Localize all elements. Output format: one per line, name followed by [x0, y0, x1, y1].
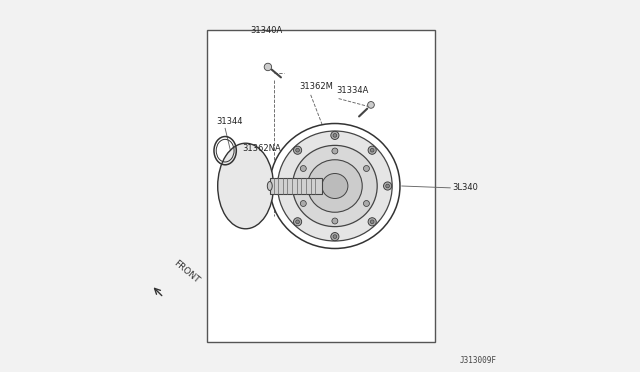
Circle shape: [333, 134, 337, 137]
Text: 3L340: 3L340: [452, 183, 478, 192]
Circle shape: [331, 131, 339, 140]
Text: J313009F: J313009F: [460, 356, 497, 365]
Ellipse shape: [308, 160, 362, 212]
Text: FRONT: FRONT: [172, 259, 202, 285]
Circle shape: [278, 182, 286, 190]
Circle shape: [367, 102, 374, 108]
Ellipse shape: [278, 131, 392, 241]
Ellipse shape: [218, 143, 273, 229]
Ellipse shape: [270, 124, 400, 248]
Circle shape: [364, 166, 369, 171]
Circle shape: [296, 220, 300, 224]
Circle shape: [331, 232, 339, 241]
Bar: [270, 178, 322, 194]
Circle shape: [371, 220, 374, 224]
Text: 31334A: 31334A: [337, 86, 369, 95]
Bar: [207, 30, 435, 342]
Text: 31362M: 31362M: [300, 82, 333, 91]
Circle shape: [300, 201, 307, 206]
Circle shape: [383, 182, 392, 190]
Circle shape: [300, 166, 307, 171]
Circle shape: [296, 148, 300, 152]
Circle shape: [386, 184, 390, 188]
Circle shape: [332, 148, 338, 154]
Circle shape: [280, 184, 284, 188]
Circle shape: [368, 218, 376, 226]
Circle shape: [264, 63, 271, 71]
Ellipse shape: [322, 173, 348, 199]
Circle shape: [333, 235, 337, 238]
Circle shape: [294, 146, 301, 154]
Circle shape: [332, 218, 338, 224]
Ellipse shape: [268, 182, 272, 190]
Circle shape: [368, 146, 376, 154]
Text: 31362NA: 31362NA: [242, 144, 280, 153]
Text: 31340A: 31340A: [250, 26, 282, 35]
Circle shape: [364, 201, 369, 206]
Ellipse shape: [292, 145, 377, 227]
Text: 31344: 31344: [216, 118, 243, 126]
Circle shape: [371, 148, 374, 152]
Circle shape: [294, 218, 301, 226]
